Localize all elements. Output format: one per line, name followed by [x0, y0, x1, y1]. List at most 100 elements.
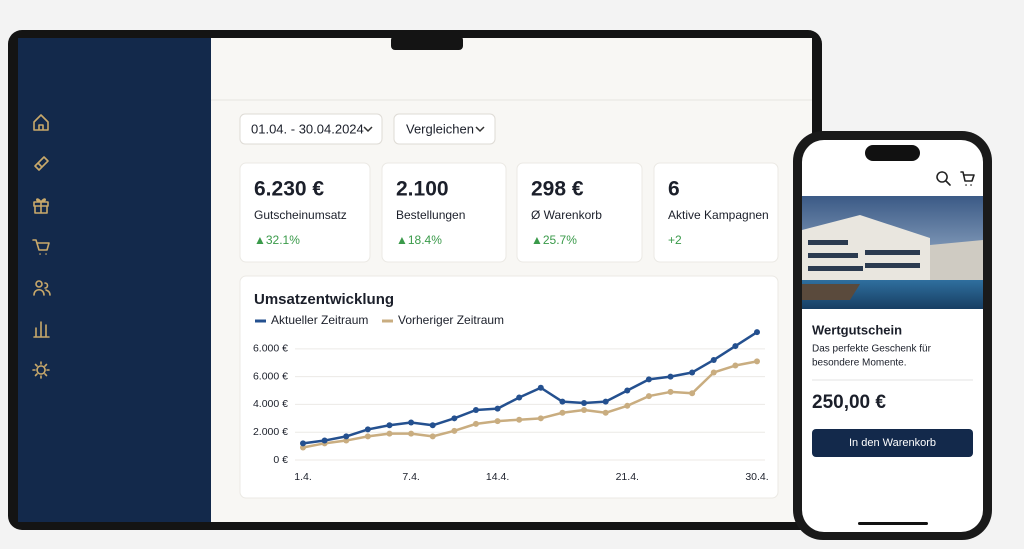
- y-tick-label: 2.000 €: [253, 426, 288, 438]
- compare-select[interactable]: [393, 113, 496, 145]
- kpi-card: [516, 162, 643, 263]
- x-tick-label: 1.4.: [294, 471, 312, 483]
- kpi-value: 6.230 €: [254, 178, 324, 201]
- data-point: [516, 394, 523, 401]
- y-tick-label: 0 €: [273, 454, 288, 466]
- data-point: [516, 416, 523, 423]
- kpi-value: 298 €: [531, 178, 584, 201]
- data-point: [710, 369, 717, 376]
- kpi-label: Gutscheinumsatz: [254, 208, 347, 222]
- data-point: [559, 409, 566, 416]
- kpi-change: +2: [668, 233, 682, 247]
- data-point: [581, 400, 588, 407]
- icon-cart[interactable]: [32, 239, 50, 255]
- kpi-change: ▲18.4%: [396, 233, 442, 247]
- kpi-label: Ø Warenkorb: [531, 208, 602, 222]
- data-point: [602, 409, 609, 416]
- sidebar: [18, 38, 211, 522]
- chevron: [475, 126, 485, 133]
- data-point: [645, 393, 652, 400]
- chart-card: [239, 275, 779, 499]
- data-point: [408, 419, 415, 426]
- data-point: [451, 427, 458, 434]
- data-point: [386, 430, 393, 437]
- data-point: [494, 405, 501, 412]
- icon-home[interactable]: [33, 114, 49, 131]
- button-label: In den Warenkorb: [849, 437, 936, 449]
- data-point: [494, 418, 501, 425]
- icon-stats[interactable]: [33, 321, 50, 338]
- data-point: [602, 398, 609, 405]
- legend-label: Vorheriger Zeitraum: [398, 313, 504, 327]
- icon-cart[interactable]: [960, 171, 975, 186]
- icon-ticket[interactable]: [34, 156, 49, 171]
- product-price: 250,00 €: [812, 392, 886, 413]
- data-point: [429, 422, 436, 429]
- kpi-value: 6: [668, 178, 680, 201]
- chart-title: Umsatzentwicklung: [254, 291, 394, 308]
- legend-label: Aktueller Zeitraum: [271, 313, 368, 327]
- product-description: Das perfekte Geschenk für: [812, 344, 932, 355]
- kpi-card: [381, 162, 507, 263]
- data-point: [472, 406, 479, 413]
- icon-search[interactable]: [936, 171, 951, 186]
- data-point: [689, 390, 696, 397]
- product-description: besondere Momente.: [812, 358, 907, 369]
- x-tick-label: 30.4.: [745, 471, 768, 483]
- kpi-card: [239, 162, 371, 263]
- dynamic-island: [865, 145, 920, 161]
- data-point: [386, 422, 393, 429]
- data-point: [408, 430, 415, 437]
- data-point: [451, 415, 458, 422]
- data-point: [537, 384, 544, 391]
- y-tick-label: 6.000 €: [253, 370, 288, 382]
- icon-settings[interactable]: [32, 361, 50, 379]
- sidebar-icons: [32, 114, 51, 379]
- add-to-cart-button[interactable]: [812, 429, 973, 457]
- product-title: Wertgutschein: [812, 322, 902, 337]
- data-point: [667, 373, 674, 380]
- y-tick-label: 6.000 €: [253, 343, 288, 355]
- y-tick-label: 4.000 €: [253, 398, 288, 410]
- data-point: [732, 343, 739, 350]
- data-point: [624, 387, 631, 394]
- kpi-card: [653, 162, 779, 263]
- series-line: [302, 331, 758, 445]
- data-point: [754, 329, 760, 336]
- data-point: [429, 433, 436, 440]
- date-select[interactable]: [239, 113, 383, 145]
- data-point: [300, 444, 306, 451]
- x-tick-label: 7.4.: [402, 471, 420, 483]
- kpi-change: ▲32.1%: [254, 233, 300, 247]
- data-point: [472, 420, 479, 427]
- data-point: [364, 433, 371, 440]
- icon-users[interactable]: [33, 280, 51, 296]
- product-image: [802, 196, 983, 309]
- kpi-change: ▲25.7%: [531, 233, 577, 247]
- icon-gift[interactable]: [33, 198, 49, 214]
- date-range: 01.04. - 30.04.2024: [251, 121, 364, 136]
- data-point: [732, 362, 739, 369]
- home-indicator: [858, 522, 928, 525]
- kpi-label: Aktive Kampagnen: [668, 208, 769, 222]
- chevron: [363, 126, 373, 133]
- data-point: [300, 440, 306, 447]
- data-point: [537, 415, 544, 422]
- compare-label: Vergleichen: [406, 121, 474, 136]
- data-point: [754, 358, 760, 365]
- data-point: [689, 369, 696, 376]
- kpi-label: Bestellungen: [396, 208, 465, 222]
- kpi-value: 2.100: [396, 178, 449, 201]
- series-line: [302, 360, 758, 449]
- data-point: [645, 376, 652, 383]
- data-point: [559, 398, 566, 405]
- data-point: [343, 437, 350, 444]
- data-point: [321, 437, 328, 444]
- phone-icons: [936, 171, 975, 186]
- notch: [391, 36, 463, 50]
- data-point: [710, 356, 717, 363]
- x-tick-label: 14.4.: [486, 471, 509, 483]
- data-point: [364, 426, 371, 433]
